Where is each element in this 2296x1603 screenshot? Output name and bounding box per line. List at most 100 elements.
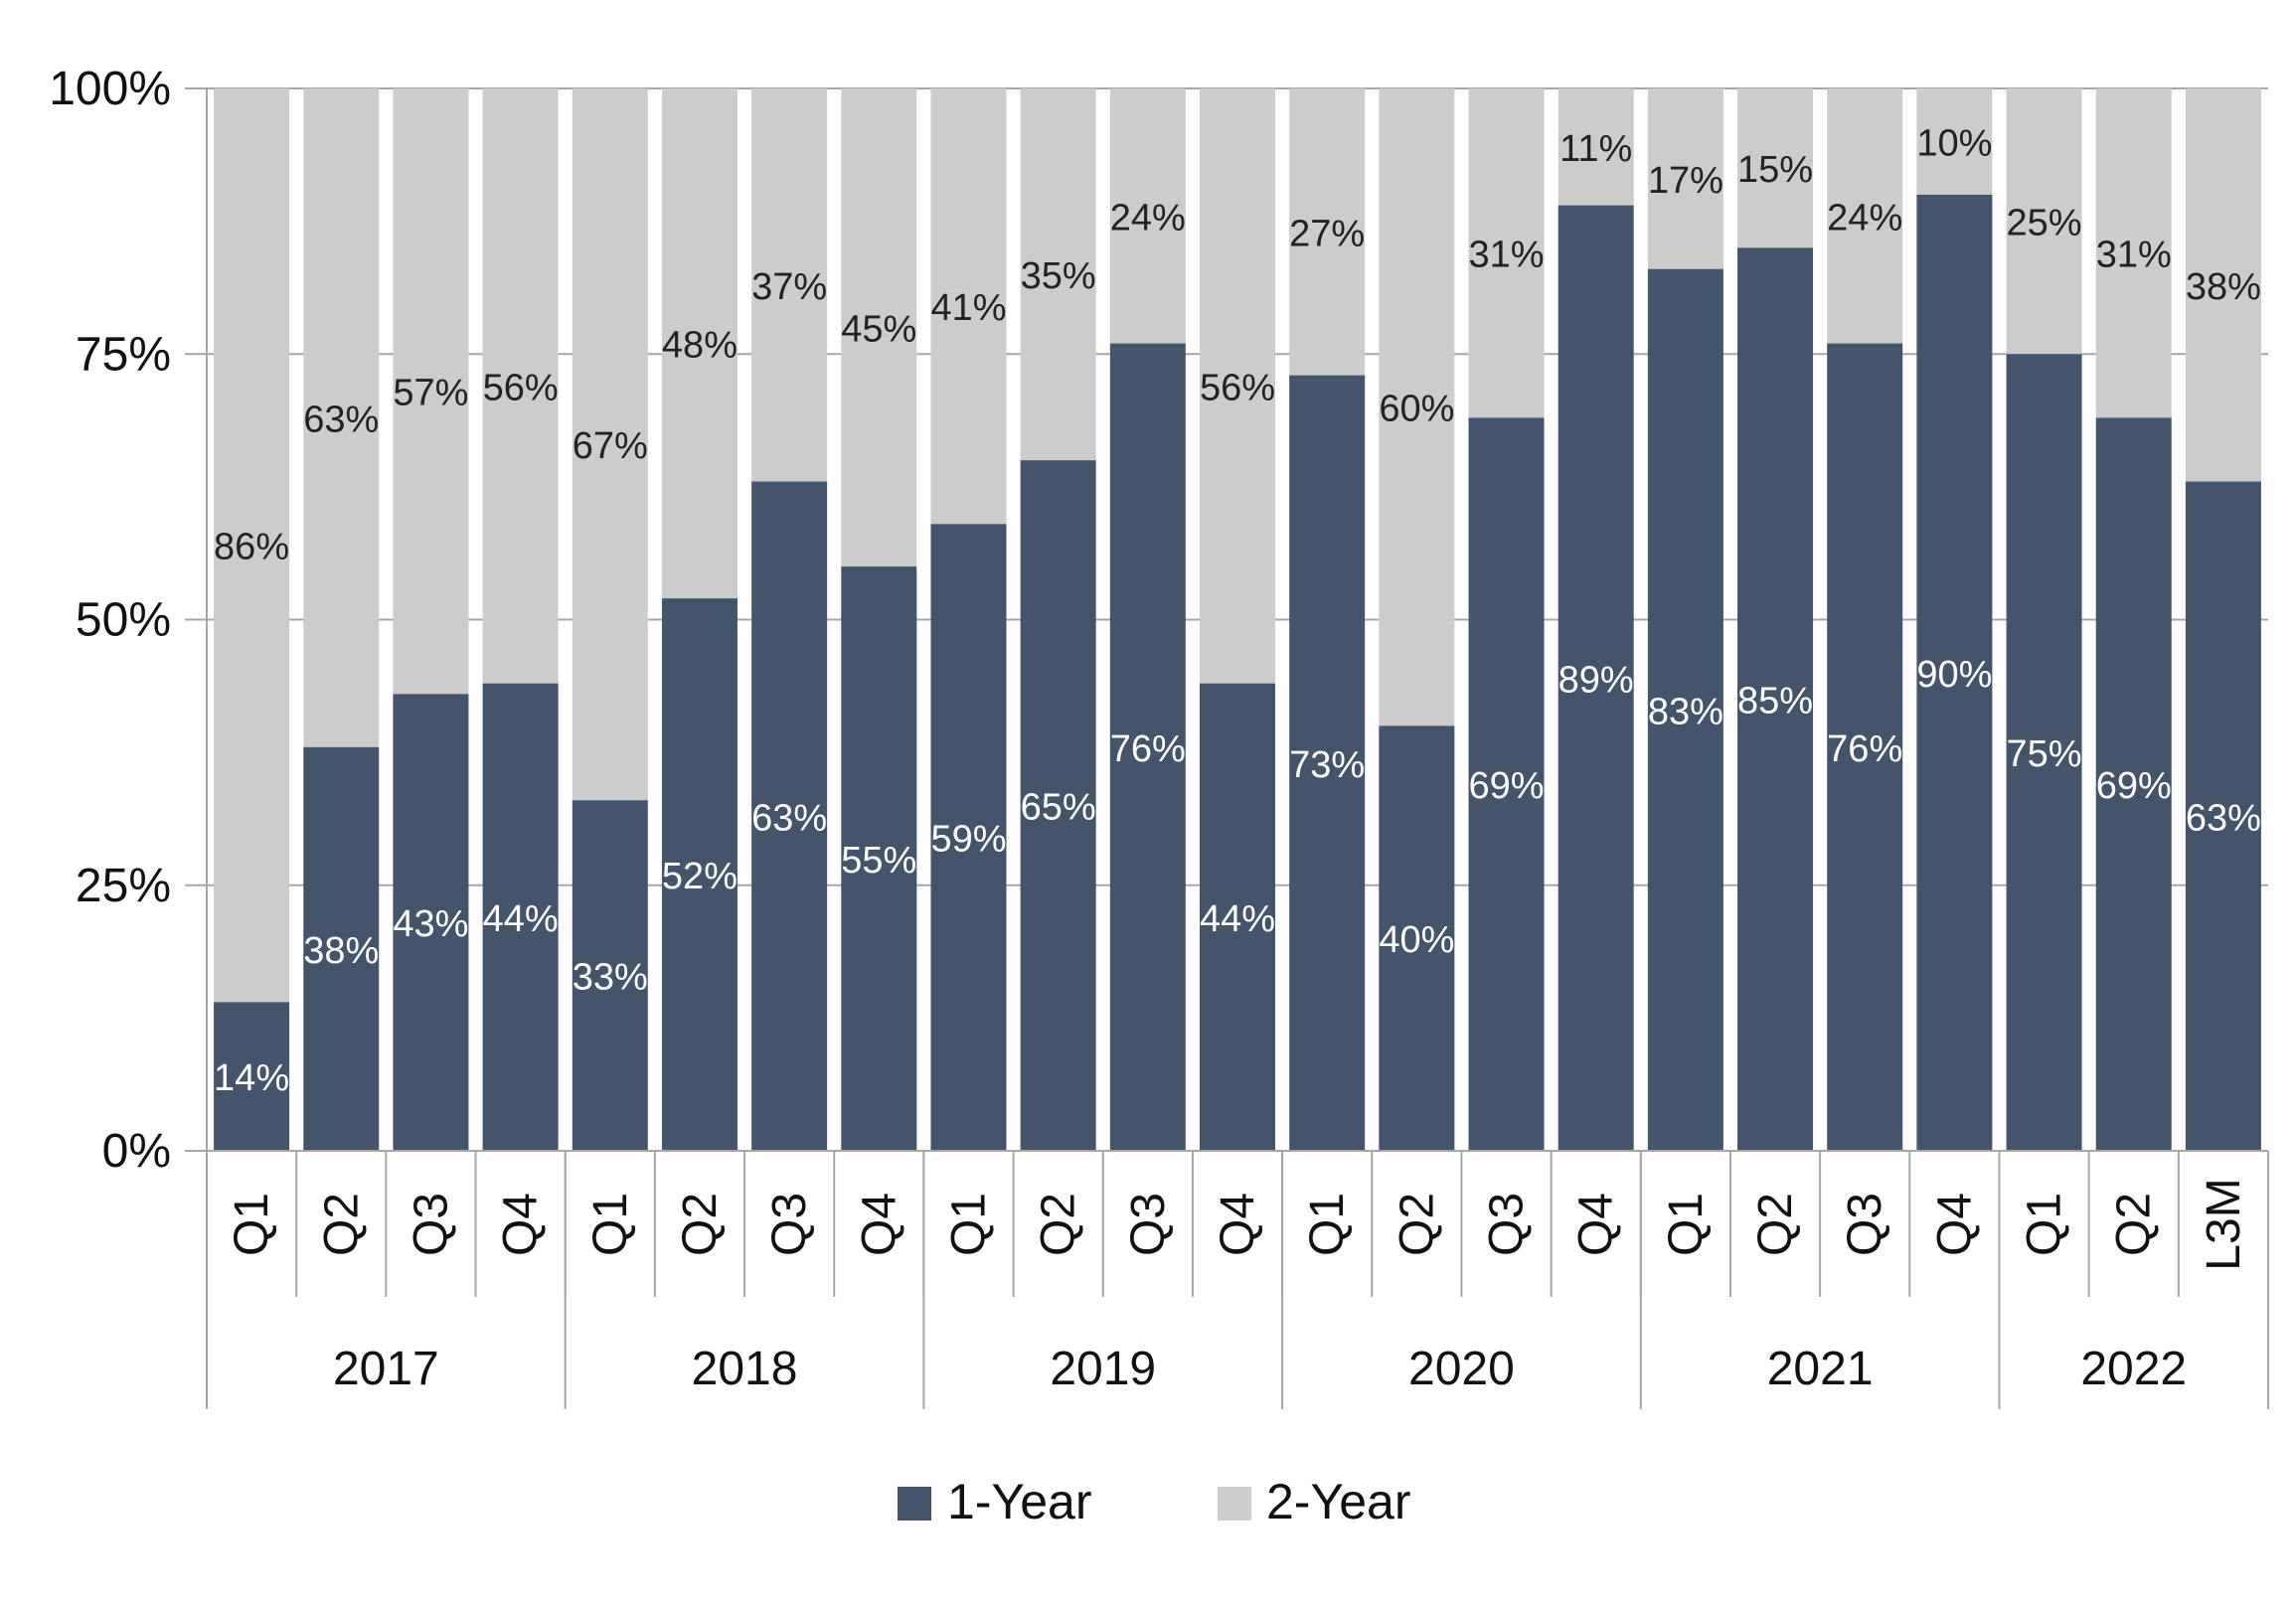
x-tick-label: Q2 xyxy=(1391,1193,1443,1256)
x-tick-label: Q1 xyxy=(226,1193,278,1256)
bar-1-year xyxy=(1558,205,1634,1152)
bar-1-year xyxy=(572,800,648,1151)
data-label-1-year: 76% xyxy=(1827,728,1902,770)
x-tick-label: Q4 xyxy=(1928,1193,1981,1256)
bar-1-year xyxy=(482,683,559,1151)
y-tick-label: 50% xyxy=(76,594,171,647)
bar-2-year xyxy=(2095,88,2172,418)
bar-2-year xyxy=(303,88,380,747)
bar-2-year xyxy=(1647,88,1723,269)
bar-2-year xyxy=(482,88,559,684)
bar-1-year xyxy=(1916,194,1993,1151)
bar-1-year xyxy=(751,481,828,1151)
data-label-1-year: 89% xyxy=(1558,659,1634,701)
legend-label-2-year: 2-Year xyxy=(1266,1474,1410,1529)
bar-2-year xyxy=(2185,88,2261,482)
data-label-1-year: 38% xyxy=(303,930,379,972)
data-label-2-year: 38% xyxy=(2186,266,2261,308)
data-label-2-year: 60% xyxy=(1379,389,1454,430)
bar-2-year xyxy=(1289,88,1366,376)
axes: 0% 25% 50% 75% 100% Q1 Q2 Q3 Q4 Q1 Q2 Q3 Q4 Q1 Q2 Q3 Q4 Q… xyxy=(49,63,2269,1409)
data-label-2-year: 27% xyxy=(1289,213,1365,254)
bar-1-year xyxy=(1827,343,1903,1151)
x-group-label: 2021 xyxy=(1767,1343,1874,1395)
bar-1-year xyxy=(841,566,917,1151)
data-label-2-year: 11% xyxy=(1559,128,1632,170)
x-group-label: 2018 xyxy=(692,1343,798,1395)
bar-2-year xyxy=(2006,88,2082,355)
data-label-1-year: 69% xyxy=(2096,765,2172,807)
bar-1-year xyxy=(1200,683,1275,1151)
bar-1-year xyxy=(1020,460,1096,1151)
data-label-2-year: 41% xyxy=(930,287,1006,329)
data-label-2-year: 56% xyxy=(1200,367,1275,408)
bar-2-year xyxy=(1916,88,1993,195)
data-label-2-year: 63% xyxy=(303,399,379,440)
bar-1-year xyxy=(1647,268,1723,1152)
x-group-label: 2017 xyxy=(333,1343,439,1395)
data-label-2-year: 31% xyxy=(1468,235,1544,276)
data-label-1-year: 44% xyxy=(483,898,559,940)
data-label-1-year: 76% xyxy=(1110,728,1186,770)
bar-2-year xyxy=(214,88,290,1003)
data-label-1-year: 83% xyxy=(1648,691,1723,732)
x-tick-label: Q1 xyxy=(1301,1193,1354,1256)
x-tick-label: Q4 xyxy=(1570,1193,1623,1256)
bar-2-year xyxy=(1379,88,1455,726)
x-tick-label: Q1 xyxy=(1660,1193,1713,1256)
bar-1-year xyxy=(2006,354,2082,1151)
data-label-2-year: 25% xyxy=(2007,203,2082,244)
x-tick-label: Q1 xyxy=(942,1193,995,1256)
y-tick-label: 100% xyxy=(49,63,171,115)
data-label-1-year: 63% xyxy=(2186,797,2261,839)
x-tick-label: Q3 xyxy=(1481,1193,1534,1256)
x-tick-label: Q2 xyxy=(1749,1193,1802,1256)
bar-1-year xyxy=(2095,417,2172,1151)
bar-2-year xyxy=(751,88,828,482)
data-label-2-year: 10% xyxy=(1916,122,1992,164)
data-label-2-year: 45% xyxy=(841,309,916,351)
data-label-1-year: 14% xyxy=(214,1057,289,1099)
x-group-label: 2022 xyxy=(2080,1343,2187,1395)
y-tick-label: 75% xyxy=(76,328,171,381)
bar-1-year xyxy=(1289,375,1366,1151)
x-tick-label: L3M xyxy=(2198,1178,2250,1270)
bar-2-year xyxy=(1020,88,1096,461)
data-label-2-year: 56% xyxy=(483,367,559,408)
data-label-1-year: 75% xyxy=(2007,733,2082,775)
data-label-2-year: 17% xyxy=(1648,160,1723,202)
bar-2-year xyxy=(661,88,738,599)
data-label-1-year: 63% xyxy=(751,797,827,839)
x-tick-label: Q3 xyxy=(763,1193,816,1256)
legend-label-1-year: 1-Year xyxy=(947,1474,1091,1529)
bar-1-year xyxy=(1379,725,1455,1151)
data-label-2-year: 24% xyxy=(1110,197,1186,239)
legend: 1-Year 2-Year xyxy=(898,1474,1410,1529)
x-tick-label: Q1 xyxy=(2019,1193,2071,1256)
bar-1-year xyxy=(930,524,1007,1151)
x-group-label: 2020 xyxy=(1408,1343,1515,1395)
data-label-1-year: 69% xyxy=(1468,765,1544,807)
data-label-2-year: 48% xyxy=(662,325,738,367)
bar-2-year xyxy=(572,88,648,801)
bars xyxy=(214,88,2261,1152)
bar-2-year xyxy=(1558,88,1634,206)
x-tick-label: Q2 xyxy=(674,1193,727,1256)
x-tick-label: Q2 xyxy=(315,1193,368,1256)
bar-2-year xyxy=(1737,88,1814,248)
x-tick-label: Q3 xyxy=(1122,1193,1175,1256)
data-label-2-year: 24% xyxy=(1827,197,1902,239)
data-label-1-year: 43% xyxy=(393,903,468,945)
x-tick-label: Q3 xyxy=(405,1193,457,1256)
y-tick-label: 0% xyxy=(102,1125,171,1178)
data-label-1-year: 33% xyxy=(573,957,648,999)
data-label-1-year: 73% xyxy=(1289,744,1365,786)
bar-1-year xyxy=(2185,481,2261,1151)
bar-2-year xyxy=(841,88,917,567)
x-tick-label: Q4 xyxy=(1212,1193,1264,1256)
bar-1-year xyxy=(661,598,738,1151)
legend-swatch-1-year xyxy=(898,1487,931,1521)
data-label-1-year: 52% xyxy=(662,856,738,897)
x-tick-label: Q1 xyxy=(584,1193,637,1256)
